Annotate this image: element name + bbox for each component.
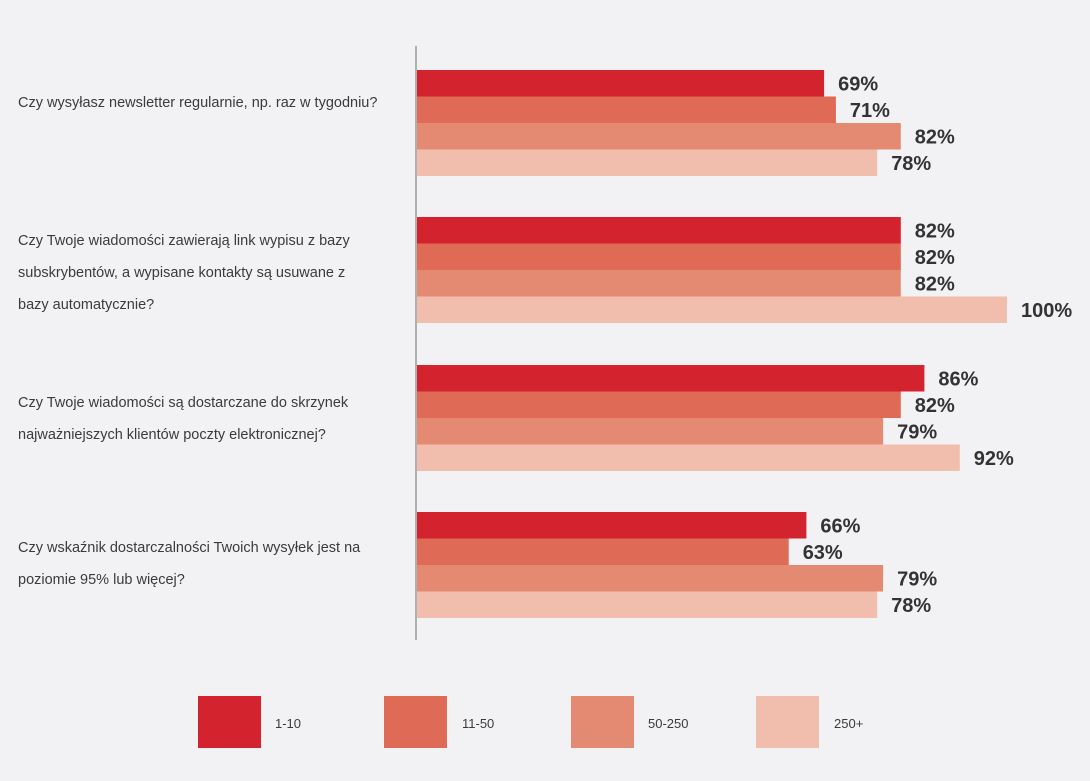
data-label-q1-50-250: 82% (915, 126, 955, 148)
data-label-q2-50-250: 82% (915, 273, 955, 295)
question-label-3: Czy Twoje wiadomości są dostarczane do s… (18, 395, 349, 443)
data-label-q3-250+: 92% (974, 448, 1014, 470)
bar-q3-50-250 (417, 418, 884, 445)
legend-swatch-1-10 (198, 696, 261, 748)
bar-q2-11-50 (417, 243, 901, 270)
legend-label-250+: 250+ (834, 716, 864, 731)
data-label-q3-50-250: 79% (897, 421, 937, 443)
bar-q4-50-250 (417, 565, 884, 592)
data-label-q2-1-10: 82% (915, 220, 955, 242)
data-label-q1-11-50: 71% (850, 100, 890, 122)
data-label-q1-250+: 78% (891, 153, 931, 175)
bar-q2-50-250 (417, 270, 901, 297)
bar-q4-250+ (417, 591, 878, 618)
legend-swatch-11-50 (384, 696, 447, 748)
bar-q1-11-50 (417, 96, 836, 123)
data-label-q3-11-50: 82% (915, 395, 955, 417)
data-label-q2-250+: 100% (1021, 300, 1072, 322)
bar-q1-250+ (417, 149, 878, 176)
legend-swatch-250+ (756, 696, 819, 748)
bar-q4-1-10 (417, 512, 807, 539)
bar-q2-250+ (417, 296, 1007, 323)
question-label-2: Czy Twoje wiadomości zawierają link wypi… (18, 233, 350, 313)
legend-swatch-50-250 (571, 696, 634, 748)
question-label-1: Czy wysyłasz newsletter regularnie, np. … (18, 95, 378, 111)
bar-q1-50-250 (417, 123, 901, 150)
data-label-q3-1-10: 86% (938, 368, 978, 390)
legend-label-50-250: 50-250 (648, 716, 689, 731)
bar-q1-1-10 (417, 70, 825, 97)
question-label-4: Czy wskaźnik dostarczalności Twoich wysy… (18, 540, 361, 588)
data-label-q1-1-10: 69% (838, 73, 878, 95)
bar-q3-250+ (417, 444, 960, 471)
data-label-q4-11-50: 63% (803, 542, 843, 564)
data-label-q4-1-10: 66% (820, 515, 860, 537)
bar-q4-11-50 (417, 538, 789, 565)
bar-q3-11-50 (417, 391, 901, 418)
legend-label-11-50: 11-50 (462, 716, 495, 731)
data-label-q4-50-250: 79% (897, 568, 937, 590)
data-label-q2-11-50: 82% (915, 247, 955, 269)
data-label-q4-250+: 78% (891, 595, 931, 617)
bar-q2-1-10 (417, 217, 901, 244)
legend-label-1-10: 1-10 (275, 716, 302, 731)
bar-q3-1-10 (417, 365, 925, 392)
